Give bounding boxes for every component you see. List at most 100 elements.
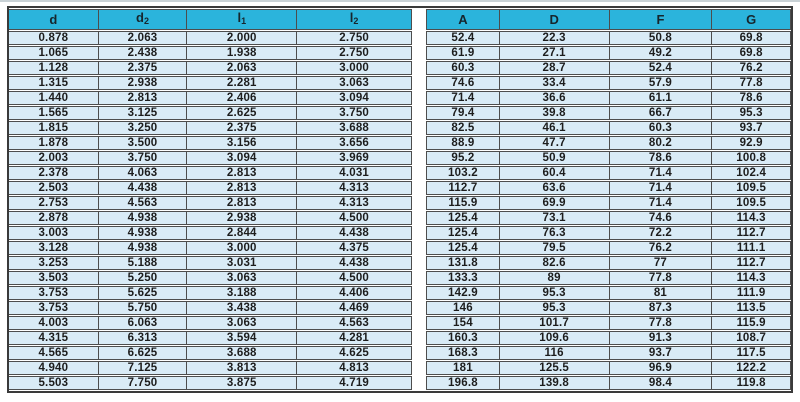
table-row: 4.940 7.125 3.813 4.813 181 125.5 96.9 122.2 — [9, 361, 791, 375]
table-cell: 3.125 — [98, 106, 188, 120]
table-cell: 49.2 — [609, 46, 713, 60]
table-cell: 2.878 — [9, 211, 99, 225]
table-cell: 79.4 — [427, 106, 500, 120]
table-cell: 52.4 — [609, 61, 713, 75]
table-cell: 1.565 — [9, 106, 99, 120]
column-group-divider — [412, 166, 428, 180]
table-cell: 111.9 — [712, 286, 791, 300]
table-cell: 2.378 — [9, 166, 99, 180]
table-cell: 95.3 — [499, 286, 610, 300]
table-cell: 2.625 — [187, 106, 298, 120]
table-row: 1.878 3.500 3.156 3.656 88.9 47.7 80.2 92.9 — [9, 136, 791, 150]
table-cell: 3.750 — [297, 106, 413, 120]
table-cell: 50.8 — [609, 31, 713, 45]
column-group-divider — [412, 361, 428, 375]
table-cell: 112.7 — [712, 226, 791, 240]
dimension-table-container: d d2 l1 l2 A D F G 0.878 2.063 2.000 2.750 52.4 22.3… — [7, 6, 793, 393]
column-header-label: d — [136, 10, 144, 25]
table-cell: 113.5 — [712, 301, 791, 315]
table-cell: 2.938 — [187, 211, 298, 225]
table-cell: 196.8 — [427, 376, 500, 390]
table-cell: 4.003 — [9, 316, 99, 330]
table-cell: 139.8 — [499, 376, 610, 390]
table-cell: 3.031 — [187, 256, 298, 270]
table-row: 4.565 6.625 3.688 4.625 168.3 116 93.7 117.5 — [9, 346, 791, 360]
table-cell: 3.003 — [9, 226, 99, 240]
table-cell: 76.2 — [609, 241, 713, 255]
table-cell: 1.938 — [187, 46, 298, 60]
table-row: 2.878 4.938 2.938 4.500 125.4 73.1 74.6 114.3 — [9, 211, 791, 225]
column-group-divider — [412, 226, 428, 240]
table-cell: 96.9 — [609, 361, 713, 375]
table-cell: 78.6 — [609, 151, 713, 165]
table-cell: 3.000 — [187, 241, 298, 255]
table-cell: 2.063 — [187, 61, 298, 75]
table-cell: 2.003 — [9, 151, 99, 165]
table-cell: 69.8 — [712, 31, 791, 45]
table-cell: 3.753 — [9, 301, 99, 315]
table-cell: 125.4 — [427, 226, 500, 240]
table-cell: 125.4 — [427, 241, 500, 255]
table-cell: 7.125 — [98, 361, 188, 375]
column-header-G: G — [712, 9, 791, 30]
table-cell: 22.3 — [499, 31, 610, 45]
table-cell: 4.313 — [297, 196, 413, 210]
column-group-divider — [412, 151, 428, 165]
header-row: d d2 l1 l2 A D F G — [9, 9, 791, 30]
table-cell: 2.813 — [98, 91, 188, 105]
column-header-d2: d2 — [98, 9, 188, 30]
table-cell: 72.2 — [609, 226, 713, 240]
column-group-divider — [412, 286, 428, 300]
table-cell: 2.753 — [9, 196, 99, 210]
column-header-label: l — [349, 10, 354, 25]
table-cell: 103.2 — [427, 166, 500, 180]
table-cell: 1.128 — [9, 61, 99, 75]
column-group-divider — [412, 46, 428, 60]
table-cell: 2.503 — [9, 181, 99, 195]
column-header-l2: l2 — [297, 9, 413, 30]
table-cell: 4.719 — [297, 376, 413, 390]
table-cell: 5.625 — [98, 286, 188, 300]
table-cell: 4.063 — [98, 166, 188, 180]
table-cell: 60.4 — [499, 166, 610, 180]
table-cell: 80.2 — [609, 136, 713, 150]
table-cell: 2.406 — [187, 91, 298, 105]
table-cell: 3.875 — [187, 376, 298, 390]
table-row: 4.315 6.313 3.594 4.281 160.3 109.6 91.3 108.7 — [9, 331, 791, 345]
table-cell: 93.7 — [712, 121, 791, 135]
table-cell: 2.750 — [297, 46, 413, 60]
table-cell: 181 — [427, 361, 500, 375]
table-cell: 3.688 — [297, 121, 413, 135]
table-cell: 101.7 — [499, 316, 610, 330]
table-cell: 4.315 — [9, 331, 99, 345]
table-row: 2.753 4.563 2.813 4.313 115.9 69.9 71.4 109.5 — [9, 196, 791, 210]
table-cell: 60.3 — [427, 61, 500, 75]
table-cell: 5.750 — [98, 301, 188, 315]
table-cell: 79.5 — [499, 241, 610, 255]
table-cell: 3.753 — [9, 286, 99, 300]
table-row: 1.128 2.375 2.063 3.000 60.3 28.7 52.4 76.2 — [9, 61, 791, 75]
table-cell: 63.6 — [499, 181, 610, 195]
table-cell: 3.156 — [187, 136, 298, 150]
table-body: 0.878 2.063 2.000 2.750 52.4 22.3 50.8 69.8 1.06… — [9, 31, 791, 390]
table-cell: 66.7 — [609, 106, 713, 120]
column-group-divider — [412, 196, 428, 210]
table-row: 2.378 4.063 2.813 4.031 103.2 60.4 71.4 102.4 — [9, 166, 791, 180]
table-cell: 115.9 — [427, 196, 500, 210]
table-cell: 3.500 — [98, 136, 188, 150]
table-cell: 4.940 — [9, 361, 99, 375]
table-cell: 71.4 — [609, 196, 713, 210]
column-group-divider — [412, 121, 428, 135]
column-group-divider — [412, 211, 428, 225]
column-group-divider — [412, 31, 428, 45]
table-cell: 77 — [609, 256, 713, 270]
table-row: 3.753 5.625 3.188 4.406 142.9 95.3 81 111.9 — [9, 286, 791, 300]
table-cell: 98.4 — [609, 376, 713, 390]
table-cell: 77.8 — [712, 76, 791, 90]
table-cell: 1.878 — [9, 136, 99, 150]
table-cell: 95.2 — [427, 151, 500, 165]
table-row: 1.815 3.250 2.375 3.688 82.5 46.1 60.3 93.7 — [9, 121, 791, 135]
column-group-divider — [412, 376, 428, 390]
table-cell: 115.9 — [712, 316, 791, 330]
table-row: 3.753 5.750 3.438 4.469 146 95.3 87.3 113.5 — [9, 301, 791, 315]
